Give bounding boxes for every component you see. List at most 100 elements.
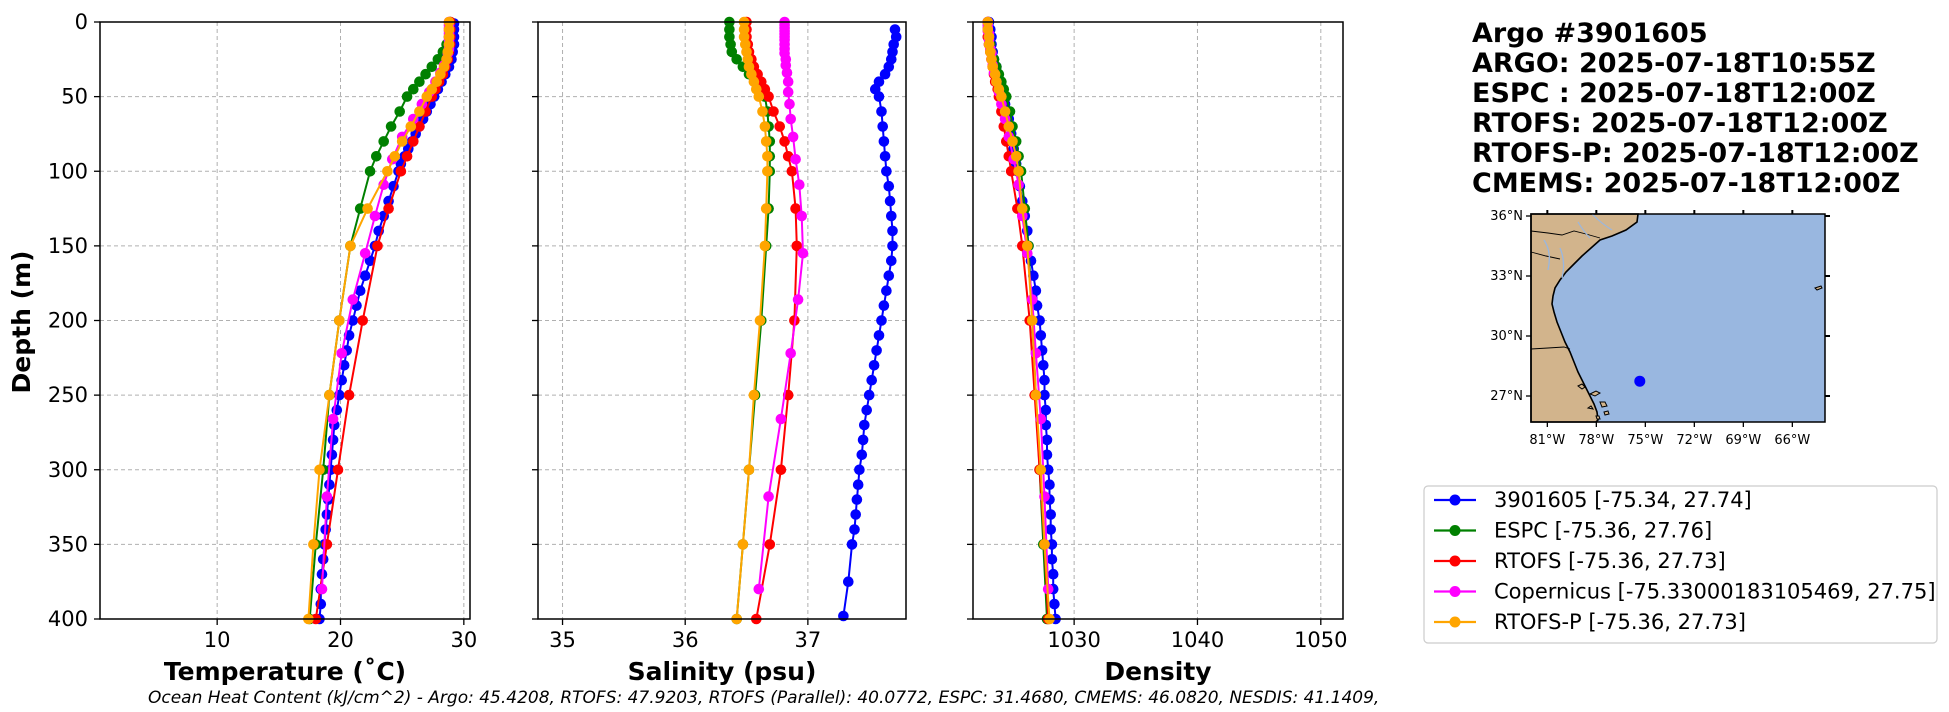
salinity-point-3901605 <box>854 464 865 476</box>
temperature-point-espc <box>364 166 376 177</box>
temperature-point-copernicus <box>336 348 348 359</box>
density-point-3901605 <box>1035 330 1047 341</box>
salinity-point-3901605 <box>851 494 863 505</box>
rtofsp-time: RTOFS-P: 2025-07-18T12:00Z <box>1472 138 1919 169</box>
temperature-point-rtofs <box>401 151 413 162</box>
salinity-point-rtofs <box>786 166 798 177</box>
temperature-point-3901605 <box>347 315 359 326</box>
legend-marker-swatch <box>1449 555 1461 567</box>
map-river-2 <box>1559 247 1565 279</box>
salinity-point-rtofs-p <box>754 315 766 326</box>
rtofs-time: RTOFS: 2025-07-18T12:00Z <box>1472 108 1888 139</box>
density-point-3901605 <box>1041 434 1053 446</box>
temperature-point-espc <box>385 121 397 132</box>
espc-time: ESPC : 2025-07-18T12:00Z <box>1472 78 1876 109</box>
salinity-point-copernicus <box>782 86 794 98</box>
temperature-point-copernicus <box>347 294 359 305</box>
depth-tick-label: 200 <box>48 309 88 333</box>
salinity-point-3901605 <box>849 524 860 535</box>
temperature-point-rtofs-p <box>414 106 425 117</box>
salinity-point-rtofs-p <box>762 166 773 177</box>
salinity-point-rtofs-p <box>757 106 768 117</box>
density-point-3901605 <box>1038 360 1049 371</box>
salinity-point-3901605 <box>878 300 890 311</box>
density-point-rtofs-p <box>996 91 1007 102</box>
map-lat-label: 30°N <box>1490 329 1523 344</box>
salinity-point-3901605 <box>883 270 895 282</box>
salinity-xtick-label: 35 <box>549 628 576 652</box>
map-lat-label: 27°N <box>1490 389 1523 404</box>
density-point-rtofs-p <box>1035 464 1047 476</box>
map-state-border-nc-sc <box>1530 230 1601 239</box>
salinity-point-rtofs-p <box>759 240 771 252</box>
salinity-point-3901605 <box>856 449 868 461</box>
salinity-point-3901605 <box>873 330 885 341</box>
temperature-point-rtofs <box>343 389 355 401</box>
temperature-point-rtofs-p <box>324 389 335 401</box>
salinity-point-espc <box>731 54 742 65</box>
salinity-point-rtofs <box>764 539 776 550</box>
density-point-3901605 <box>1034 315 1045 326</box>
salinity-point-3901605 <box>878 136 890 147</box>
density-panel: 1030 1040 1050 Density <box>967 16 1348 686</box>
salinity-point-rtofs-p <box>759 121 771 132</box>
map-lon-label: 66°W <box>1774 433 1810 448</box>
temperature-point-rtofs <box>383 203 394 214</box>
legend-entry: ESPC [-75.36, 27.76] <box>1434 519 1712 543</box>
cmems-time: CMEMS: 2025-07-18T12:00Z <box>1472 168 1900 199</box>
depth-axis-label: Depth (m) <box>7 251 36 394</box>
salinity-point-copernicus <box>781 67 793 78</box>
temperature-point-copernicus <box>321 491 333 502</box>
depth-tick-label: 400 <box>48 607 88 631</box>
density-point-rtofs-p <box>1039 539 1050 550</box>
temperature-point-3901605 <box>324 479 335 491</box>
temperature-point-rtofs <box>357 315 369 326</box>
temperature-point-rtofs-p <box>345 240 356 252</box>
map-land-southeast-us <box>1530 213 1639 423</box>
map-lon-label: 81°W <box>1529 433 1565 448</box>
salinity-point-3901605 <box>876 315 887 326</box>
temperature-point-3901605 <box>354 285 366 297</box>
density-point-rtofs-p <box>1030 389 1042 401</box>
depth-tick-label: 0 <box>75 10 88 34</box>
salinity-point-3901605 <box>877 121 888 132</box>
salinity-point-3901605 <box>887 240 898 252</box>
map-bermuda <box>1814 285 1823 291</box>
density-point-rtofs-p <box>999 106 1011 117</box>
legend-marker-swatch <box>1449 494 1461 506</box>
density-xtick-label: 1030 <box>1047 628 1100 652</box>
temperature-point-rtofs <box>408 136 419 147</box>
temperature-point-3901605 <box>359 270 371 282</box>
density-point-rtofs-p <box>1003 121 1015 132</box>
legend-label: RTOFS-P [-75.36, 27.73] <box>1494 610 1746 634</box>
map-frame <box>1530 213 1826 423</box>
salinity-point-rtofs <box>768 106 779 117</box>
map-river-1 <box>1543 239 1550 271</box>
salinity-point-copernicus <box>797 248 809 259</box>
salinity-point-copernicus <box>763 491 774 502</box>
density-point-rtofs-p <box>1026 315 1038 326</box>
temperature-point-rtofs-p <box>334 315 345 326</box>
salinity-point-3901605 <box>866 374 877 386</box>
temperature-point-rtofs-p <box>314 464 325 476</box>
density-point-3901605 <box>1045 509 1056 520</box>
density-point-3901605 <box>1046 539 1058 550</box>
salinity-point-3901605 <box>861 404 872 416</box>
salinity-point-copernicus <box>753 583 765 595</box>
legend-box <box>1423 485 1938 644</box>
density-point-rtofs-p <box>1017 203 1028 214</box>
density-point-rtofs-p <box>1022 240 1033 252</box>
map-state-border-fl <box>1530 346 1571 350</box>
density-point-copernicus <box>1039 491 1050 502</box>
temperature-point-rtofs-p <box>362 203 373 214</box>
salinity-point-3901605 <box>879 151 891 162</box>
map-lat-label: 36°N <box>1490 209 1523 224</box>
temperature-point-espc <box>371 151 382 162</box>
legend-marker-swatch <box>1449 525 1461 536</box>
salinity-point-3901605 <box>884 195 896 207</box>
temperature-point-rtofs-p <box>431 76 443 87</box>
salinity-point-3901605 <box>873 91 885 102</box>
density-point-3901605 <box>1042 464 1054 476</box>
density-point-3901605 <box>1047 568 1059 580</box>
salinity-point-3901605 <box>887 225 898 237</box>
